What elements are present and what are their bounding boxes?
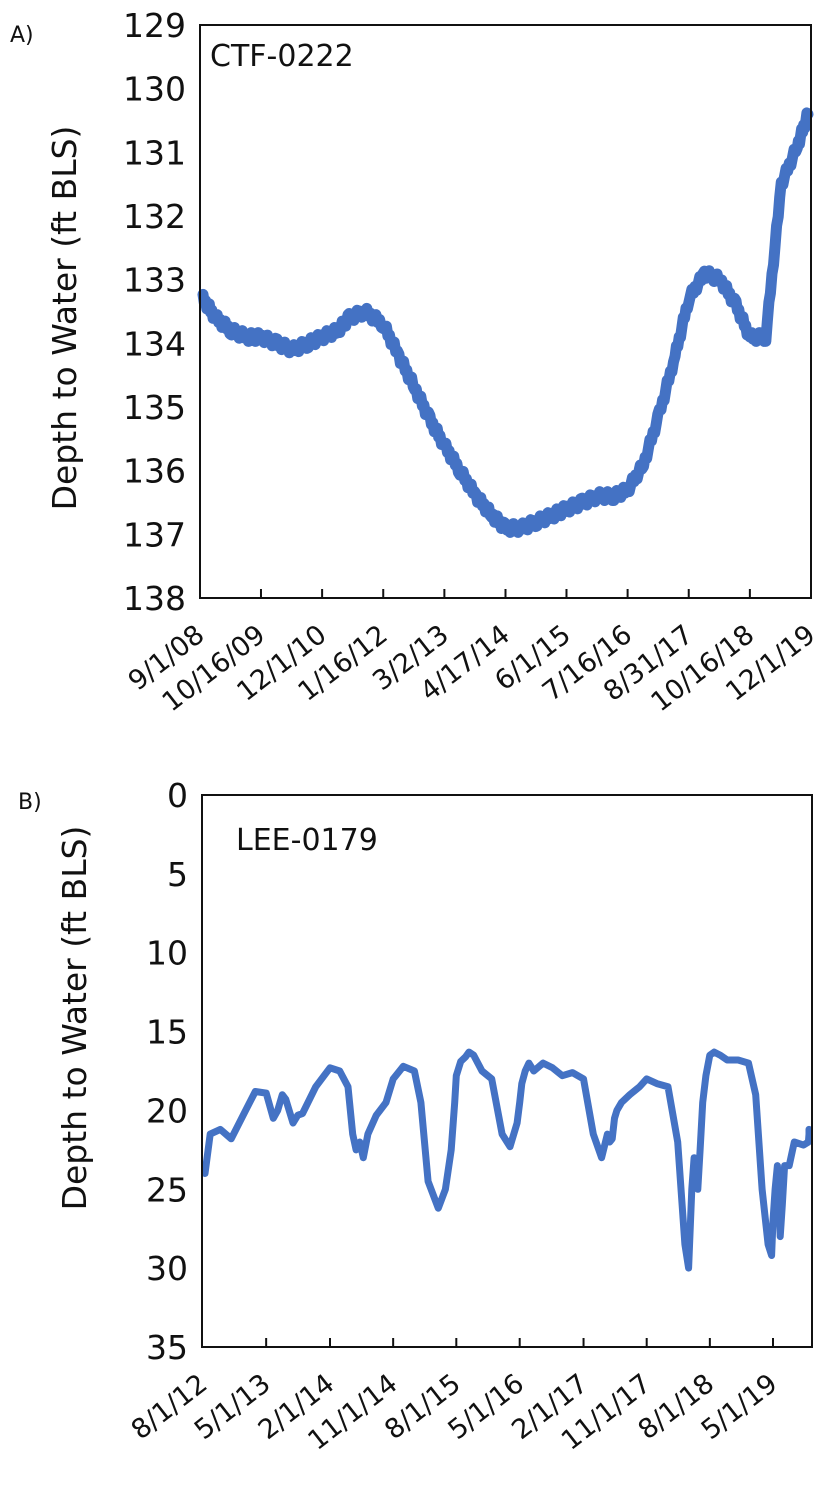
panel-b-y-tick-label: 5 [167,855,188,894]
panel-a-x-ticks: 9/1/0810/16/0912/1/101/16/123/2/134/17/1… [123,589,819,718]
panel-a-y-ticks: 129 130 131 132 133 134 135 136 137 138 [123,6,186,618]
panel-a-plot-frame [199,24,812,599]
panel-a-y-axis-label: Depth to Water (ft BLS) [45,126,84,511]
panel-b-plot-frame [201,794,813,1348]
panel-a-y-tick-label: 133 [123,261,186,300]
panel-b-y-tick-label: 0 [167,776,188,815]
panel-b-y-tick-label: 15 [146,1013,188,1052]
panel-a-y-tick-label: 136 [123,452,186,491]
panel-a-letter: A) [10,23,34,48]
panel-b-x-ticks: 8/1/125/1/132/1/1411/1/148/1/155/1/162/1… [126,1338,783,1457]
panel-a-well-name: CTF-0222 [210,39,354,74]
panel-b-chart: B) Depth to Water (ft BLS) 0 5 10 15 20 25 30 3… [18,776,813,1457]
panel-b-series-line [201,1048,813,1272]
panel-a-y-tick-label: 135 [123,388,186,427]
panel-b-letter: B) [18,790,42,815]
panel-a-y-tick-label: 137 [123,515,186,554]
panel-b-y-tick-label: 25 [146,1170,188,1209]
panel-a-series-line [197,107,814,538]
panel-a-y-tick-label: 132 [123,197,186,236]
panel-b-y-tick-label: 20 [146,1091,188,1130]
panel-b-y-ticks: 0 5 10 15 20 25 30 35 [146,776,188,1367]
panel-b-well-name: LEE-0179 [236,823,378,858]
panel-b-y-tick-label: 35 [146,1328,188,1367]
panel-a-y-tick-label: 129 [123,6,186,45]
panel-a-y-tick-label: 130 [123,70,186,109]
panel-a-chart: A) Depth to Water (ft BLS) 1291301311321… [10,6,819,718]
panel-a-y-tick-label: 131 [123,133,186,172]
panel-a-y-tick-label: 134 [123,324,186,363]
panel-b-y-tick-label: 10 [146,934,188,973]
panel-b-y-axis-label: Depth to Water (ft BLS) [55,826,94,1211]
panel-a-y-tick-label: 138 [123,579,186,618]
panel-b-y-tick-label: 30 [146,1249,188,1288]
